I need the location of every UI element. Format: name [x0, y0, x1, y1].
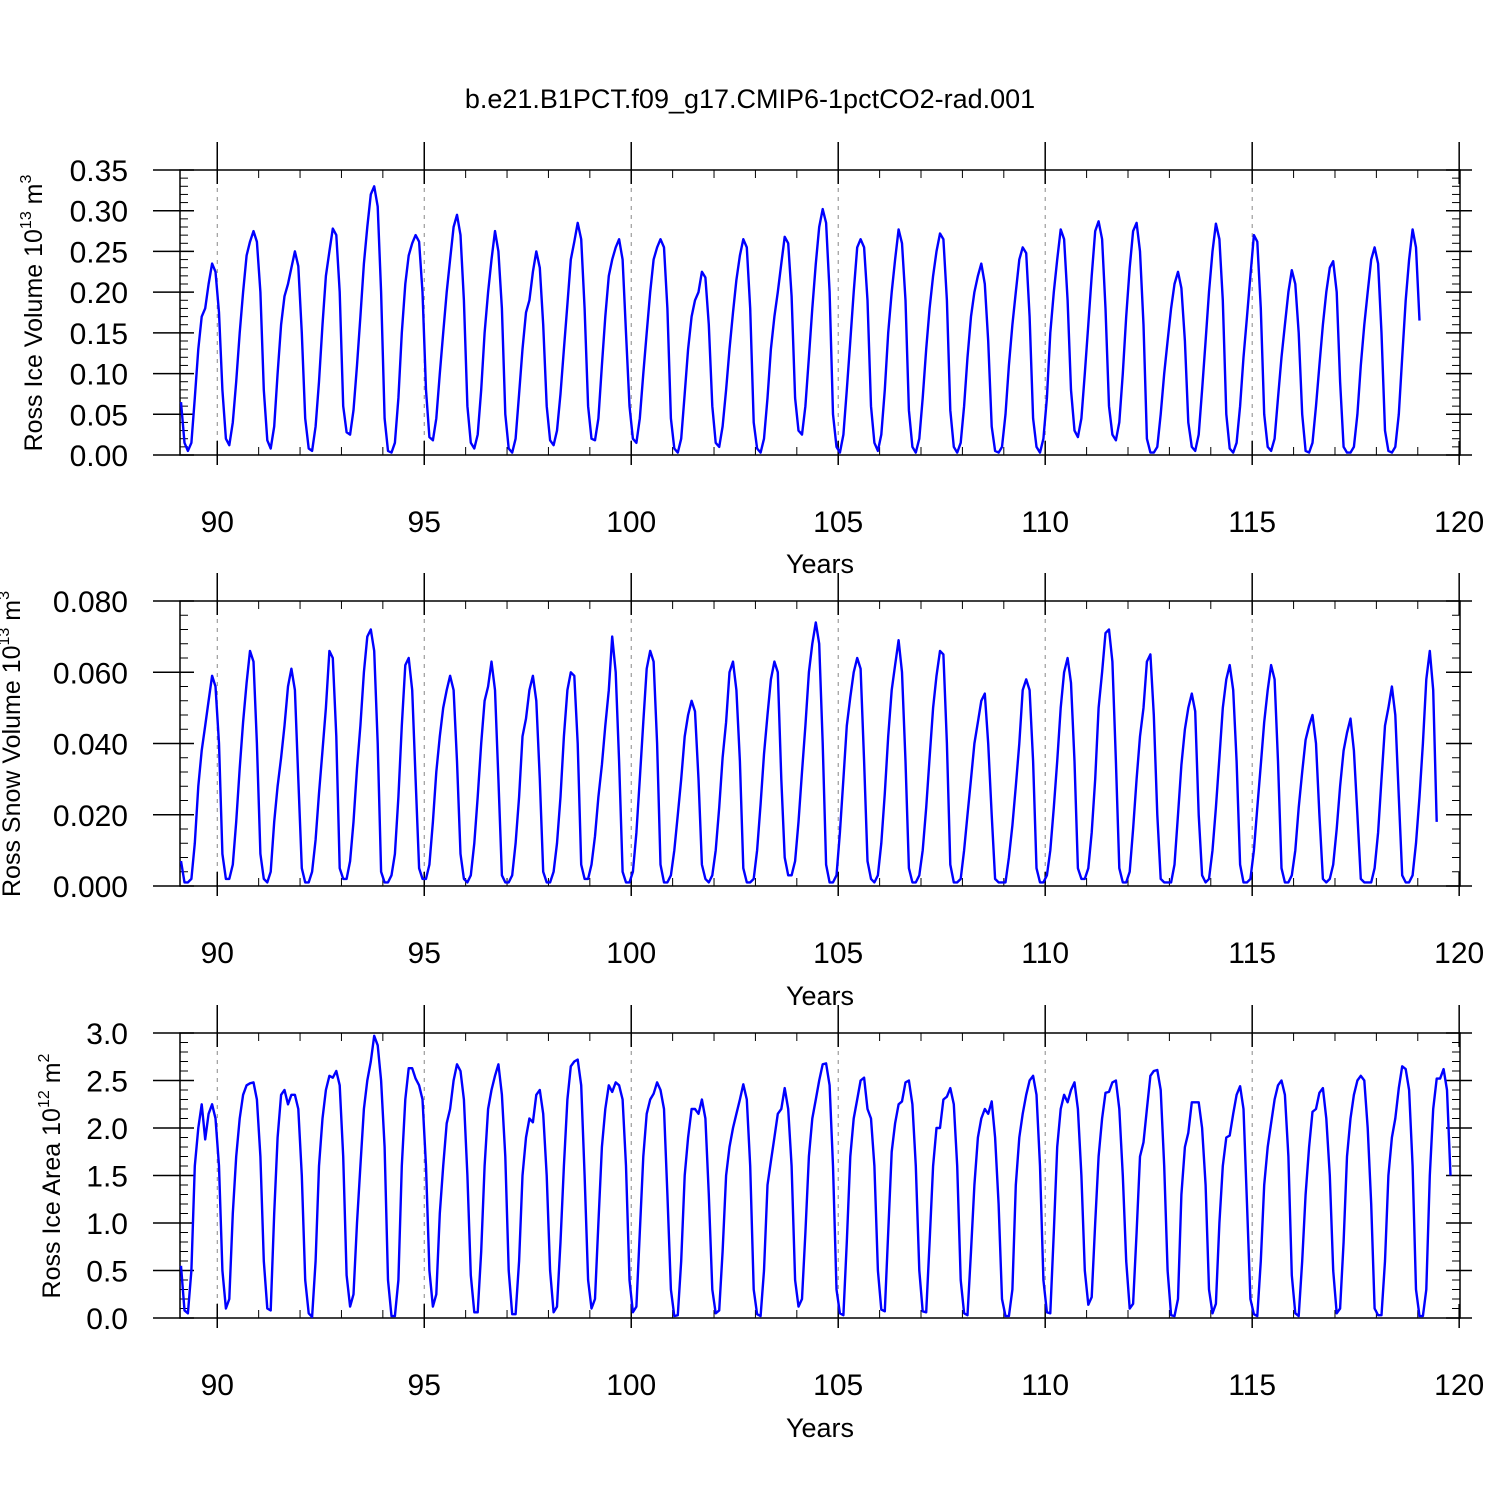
y-tick-label: 0.20	[70, 277, 128, 310]
panel-snow-volume: 0.000 0.020 0.040 0.060 0.080 90 95 100 105 110 1…	[0, 573, 1484, 1011]
vertical-gridlines	[216, 1033, 1253, 1318]
x-tick-label: 120	[1434, 937, 1484, 970]
vertical-gridlines	[216, 601, 1253, 886]
minor-ticks	[180, 169, 1460, 456]
x-axis-ticks: 90 95 100 105 110 115 120	[201, 573, 1484, 970]
y-tick-label: 0.00	[70, 440, 128, 473]
x-tick-label: 110	[1021, 1369, 1069, 1402]
y-tick-label: 0.040	[53, 729, 128, 762]
y-axis-label: Ross Ice Area 1012 m2	[36, 1053, 66, 1298]
y-axis-label: Ross Snow Volume 1013 m3	[0, 591, 26, 897]
x-axis-label: Years	[786, 549, 854, 579]
x-tick-label: 100	[606, 937, 656, 970]
y-tick-label: 0.30	[70, 196, 128, 229]
x-axis-label: Years	[786, 1413, 854, 1443]
x-tick-label: 95	[408, 1369, 441, 1402]
plot-frame	[179, 169, 1461, 456]
y-tick-label: 0.060	[53, 657, 128, 690]
y-tick-label: 3.0	[86, 1018, 128, 1051]
y-tick-label: 0.020	[53, 800, 128, 833]
y-axis-ticks: 0.0 0.5 1.0 1.5 2.0 2.5 3.0	[86, 1018, 1472, 1336]
x-tick-label: 120	[1434, 506, 1484, 539]
vertical-gridlines	[216, 170, 1253, 455]
x-tick-label: 90	[201, 506, 234, 539]
y-tick-label: 0.000	[53, 871, 128, 904]
x-tick-label: 90	[201, 937, 234, 970]
y-tick-label: 1.5	[86, 1161, 128, 1194]
x-tick-label: 110	[1021, 937, 1069, 970]
x-tick-label: 115	[1228, 506, 1276, 539]
panel-ice-area: 0.0 0.5 1.0 1.5 2.0 2.5 3.0 90 95 100 105 110 115 12…	[36, 1005, 1484, 1443]
x-axis-label: Years	[786, 981, 854, 1011]
x-tick-label: 95	[408, 937, 441, 970]
y-tick-label: 0.05	[70, 399, 128, 432]
y-axis-label: Ross Ice Volume 1013 m3	[18, 174, 48, 451]
y-axis-ticks: 0.00 0.05 0.10 0.15 0.20 0.25 0.30 0.35	[70, 155, 1472, 473]
x-tick-label: 105	[813, 506, 863, 539]
x-tick-label: 120	[1434, 1369, 1484, 1402]
y-tick-label: 0.5	[86, 1256, 128, 1289]
y-tick-label: 0.080	[53, 586, 128, 619]
x-tick-label: 100	[606, 1369, 656, 1402]
y-tick-label: 0.15	[70, 318, 128, 351]
y-tick-label: 2.5	[86, 1066, 128, 1099]
series-line	[179, 185, 1421, 454]
series-line	[179, 1034, 1452, 1319]
x-tick-label: 115	[1228, 937, 1276, 970]
x-tick-label: 110	[1021, 506, 1069, 539]
x-tick-label: 115	[1228, 1369, 1276, 1402]
y-tick-label: 0.35	[70, 155, 128, 188]
x-tick-label: 90	[201, 1369, 234, 1402]
x-tick-label: 105	[813, 1369, 863, 1402]
figure-title: b.e21.B1PCT.f09_g17.CMIP6-1pctCO2-rad.00…	[465, 84, 1035, 114]
x-tick-label: 105	[813, 937, 863, 970]
x-axis-ticks: 90 95 100 105 110 115 120	[201, 142, 1484, 539]
y-tick-label: 1.0	[86, 1208, 128, 1241]
x-axis-ticks: 90 95 100 105 110 115 120	[201, 1005, 1484, 1402]
panel-ice-volume: 0.00 0.05 0.10 0.15 0.20 0.25 0.30 0.35 90 95 100…	[18, 142, 1484, 579]
y-tick-label: 0.10	[70, 359, 128, 392]
x-tick-label: 100	[606, 506, 656, 539]
y-axis-ticks: 0.000 0.020 0.040 0.060 0.080	[53, 586, 1472, 904]
y-tick-label: 0.0	[86, 1303, 128, 1336]
x-tick-label: 95	[408, 506, 441, 539]
y-tick-label: 2.0	[86, 1113, 128, 1146]
series-line	[179, 621, 1438, 884]
y-tick-label: 0.25	[70, 236, 128, 269]
